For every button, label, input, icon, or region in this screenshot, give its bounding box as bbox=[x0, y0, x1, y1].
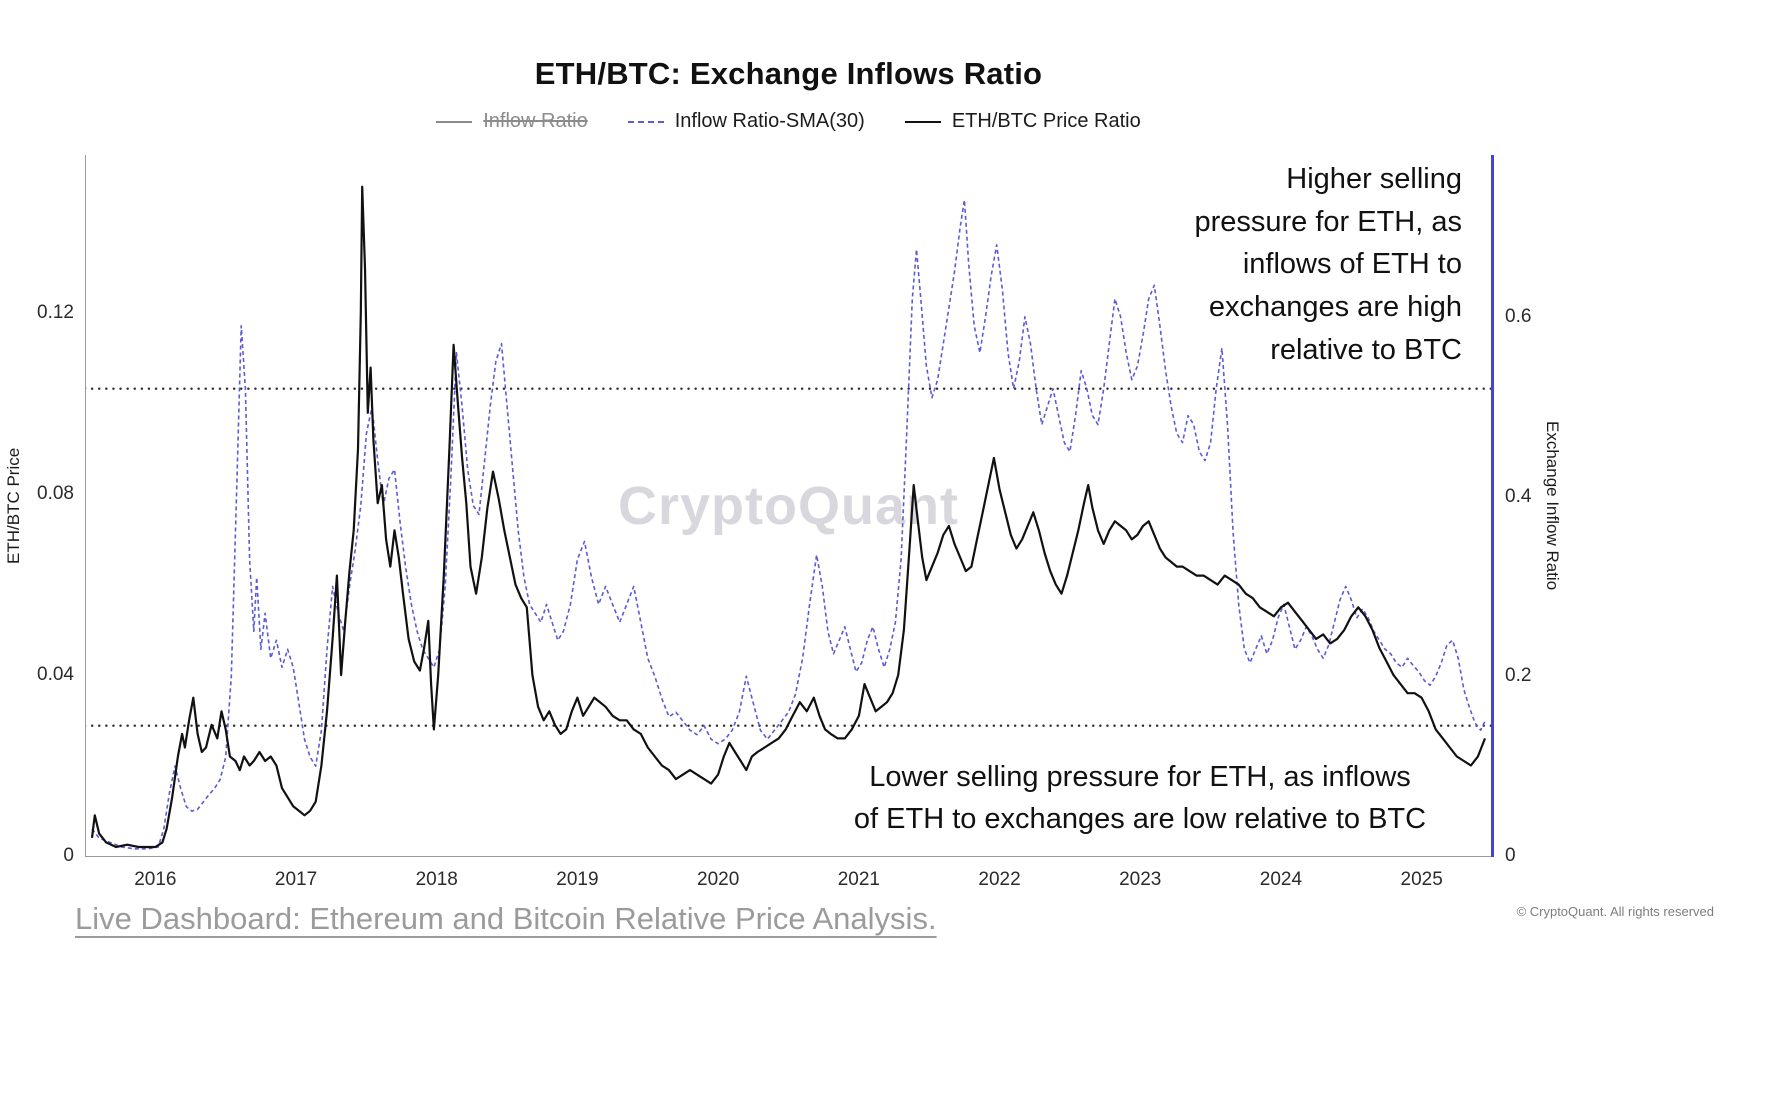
legend-swatch-inflow-ratio bbox=[436, 120, 473, 123]
y-right-tick-label: 0.4 bbox=[1505, 485, 1532, 507]
page-title: ETH/BTC: Exchange Inflows Ratio bbox=[534, 56, 1043, 91]
legend-swatch-price-ratio bbox=[904, 120, 941, 123]
x-tick-label: 2024 bbox=[1259, 869, 1303, 890]
x-tick-label: 2021 bbox=[837, 869, 880, 890]
y-left-tick-label: 0.04 bbox=[37, 664, 74, 686]
plot-area bbox=[85, 185, 1492, 850]
x-tick-label: 2025 bbox=[1400, 869, 1443, 890]
legend-item-inflow-ratio-sma[interactable]: Inflow Ratio-SMA(30) bbox=[627, 110, 865, 133]
right-axis-spine bbox=[1491, 155, 1494, 857]
right-axis-title: Exchange Inflow Ratio bbox=[1543, 420, 1562, 591]
y-left-tick-label: 0 bbox=[63, 845, 74, 866]
legend-swatch-inflow-ratio-sma bbox=[627, 120, 664, 123]
x-tick-label: 2022 bbox=[978, 869, 1021, 890]
x-tick-label: 2020 bbox=[697, 869, 740, 890]
y-right-tick-label: 0 bbox=[1505, 845, 1516, 866]
left-axis-title: ETH/BTC Price bbox=[4, 447, 23, 564]
y-right-tick-label: 0.2 bbox=[1505, 665, 1532, 687]
legend-item-price-ratio[interactable]: ETH/BTC Price Ratio bbox=[904, 110, 1141, 133]
x-tick-label: 2018 bbox=[415, 869, 458, 890]
x-tick-label: 2016 bbox=[134, 869, 177, 890]
y-left-tick-label: 0.08 bbox=[37, 483, 74, 505]
y-left-tick-label: 0.12 bbox=[37, 302, 74, 324]
legend-label-inflow-ratio-sma: Inflow Ratio-SMA(30) bbox=[674, 110, 865, 132]
copyright-notice: © CryptoQuant. All rights reserved bbox=[1516, 904, 1714, 919]
chart-legend: Inflow Ratio Inflow Ratio-SMA(30) ETH/BT… bbox=[85, 110, 1492, 133]
x-axis-spine bbox=[85, 856, 1494, 857]
x-tick-label: 2023 bbox=[1119, 869, 1162, 890]
y-right-tick-label: 0.6 bbox=[1505, 305, 1532, 327]
x-tick-label: 2019 bbox=[556, 869, 599, 890]
annotation-high-selling-pressure: Higher selling pressure for ETH, as infl… bbox=[1194, 163, 1462, 366]
annotation-low-selling-pressure: Lower selling pressure for ETH, as inflo… bbox=[853, 761, 1427, 836]
legend-item-inflow-ratio[interactable]: Inflow Ratio bbox=[436, 110, 588, 133]
x-tick-label: 2017 bbox=[274, 869, 318, 890]
live-dashboard-link[interactable]: Live Dashboard: Ethereum and Bitcoin Rel… bbox=[75, 901, 937, 936]
legend-label-inflow-ratio: Inflow Ratio bbox=[483, 110, 588, 132]
legend-label-price-ratio: ETH/BTC Price Ratio bbox=[951, 110, 1141, 132]
series-line bbox=[90, 185, 1487, 849]
left-axis-spine bbox=[85, 155, 86, 856]
